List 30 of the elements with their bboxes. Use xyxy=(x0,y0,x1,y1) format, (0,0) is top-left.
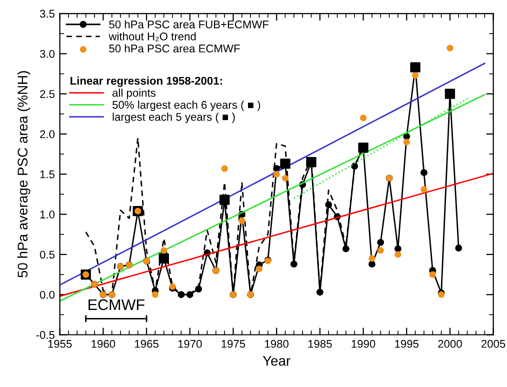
legend-label: 50 hPa PSC area ECMWF xyxy=(109,44,240,52)
annotation: ECMWF xyxy=(88,299,144,310)
x-tick-label: 2000 xyxy=(438,340,462,348)
x-tick-label: 1980 xyxy=(265,340,288,348)
y-tick-label: 2.5 xyxy=(40,90,54,98)
y-tick-label: 3.5 xyxy=(40,10,54,18)
x-tick-label: 1955 xyxy=(48,340,72,348)
x-tick-label: 1990 xyxy=(352,340,376,348)
y-tick-label: 3.0 xyxy=(40,50,55,58)
y-tick-label: 0.0 xyxy=(40,290,55,299)
y-axis-title: 50 hPa average PSC area (%NH) xyxy=(17,71,30,278)
legend-label: without H₂O trend xyxy=(108,32,196,42)
y-tick-label: 2.0 xyxy=(40,130,55,138)
y-tick-label: -0.5 xyxy=(36,331,54,339)
legend-label: 50% largest each 6 years ( ■ ) xyxy=(112,100,260,111)
y-tick-label: 0.5 xyxy=(40,250,54,259)
x-tick-label: 1970 xyxy=(178,340,202,348)
x-tick-label: 1960 xyxy=(92,340,116,348)
legend-label: largest each 5 years ( ■ ) xyxy=(112,112,235,124)
x-tick-label: 1965 xyxy=(135,340,158,348)
x-axis-title: Year xyxy=(262,356,290,366)
x-tick-label: 1985 xyxy=(308,340,332,348)
x-tick-label: 2005 xyxy=(482,340,506,348)
y-tick-label: 1.0 xyxy=(40,210,55,218)
x-tick-label: 1975 xyxy=(222,340,246,348)
legend-label: 50 hPa PSC area FUB+ECMWF xyxy=(109,20,269,28)
legend-title: Linear regression 1958-2001: xyxy=(70,76,222,87)
legend-label: all points xyxy=(112,88,156,99)
y-tick-label: 1.5 xyxy=(40,170,54,178)
x-tick-label: 1995 xyxy=(395,340,419,348)
